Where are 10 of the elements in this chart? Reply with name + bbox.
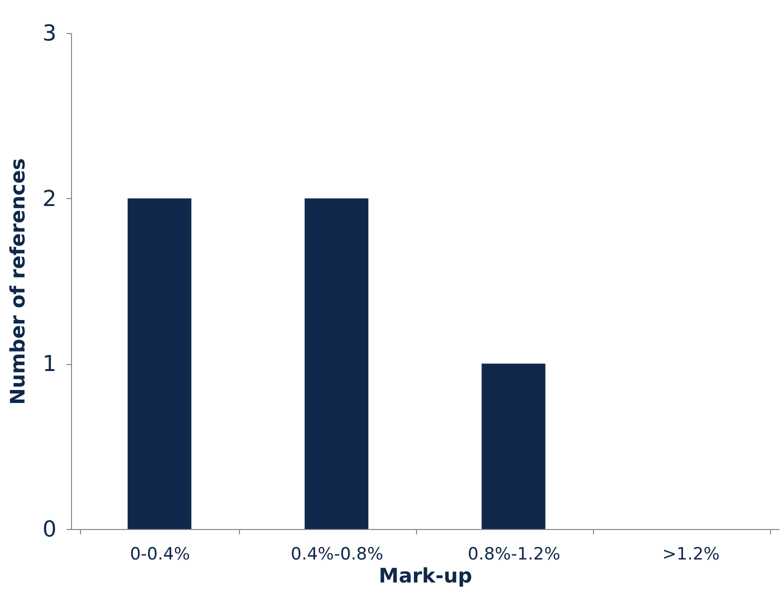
y-tick-label: 2 — [42, 186, 56, 212]
y-tick-label: 0 — [42, 518, 56, 542]
y-tick-label: 3 — [42, 22, 56, 46]
x-tick-label: >1.2% — [662, 544, 720, 564]
x-tick-label: 0-0.4% — [130, 544, 190, 564]
x-tick-label: 0.4%-0.8% — [290, 544, 384, 564]
x-axis-title: Mark-up — [378, 564, 472, 588]
x-tick-label: 0.8%-1.2% — [468, 544, 560, 564]
y-axis-title: Number of references — [6, 158, 30, 405]
y-tick-label: 1 — [42, 352, 56, 378]
